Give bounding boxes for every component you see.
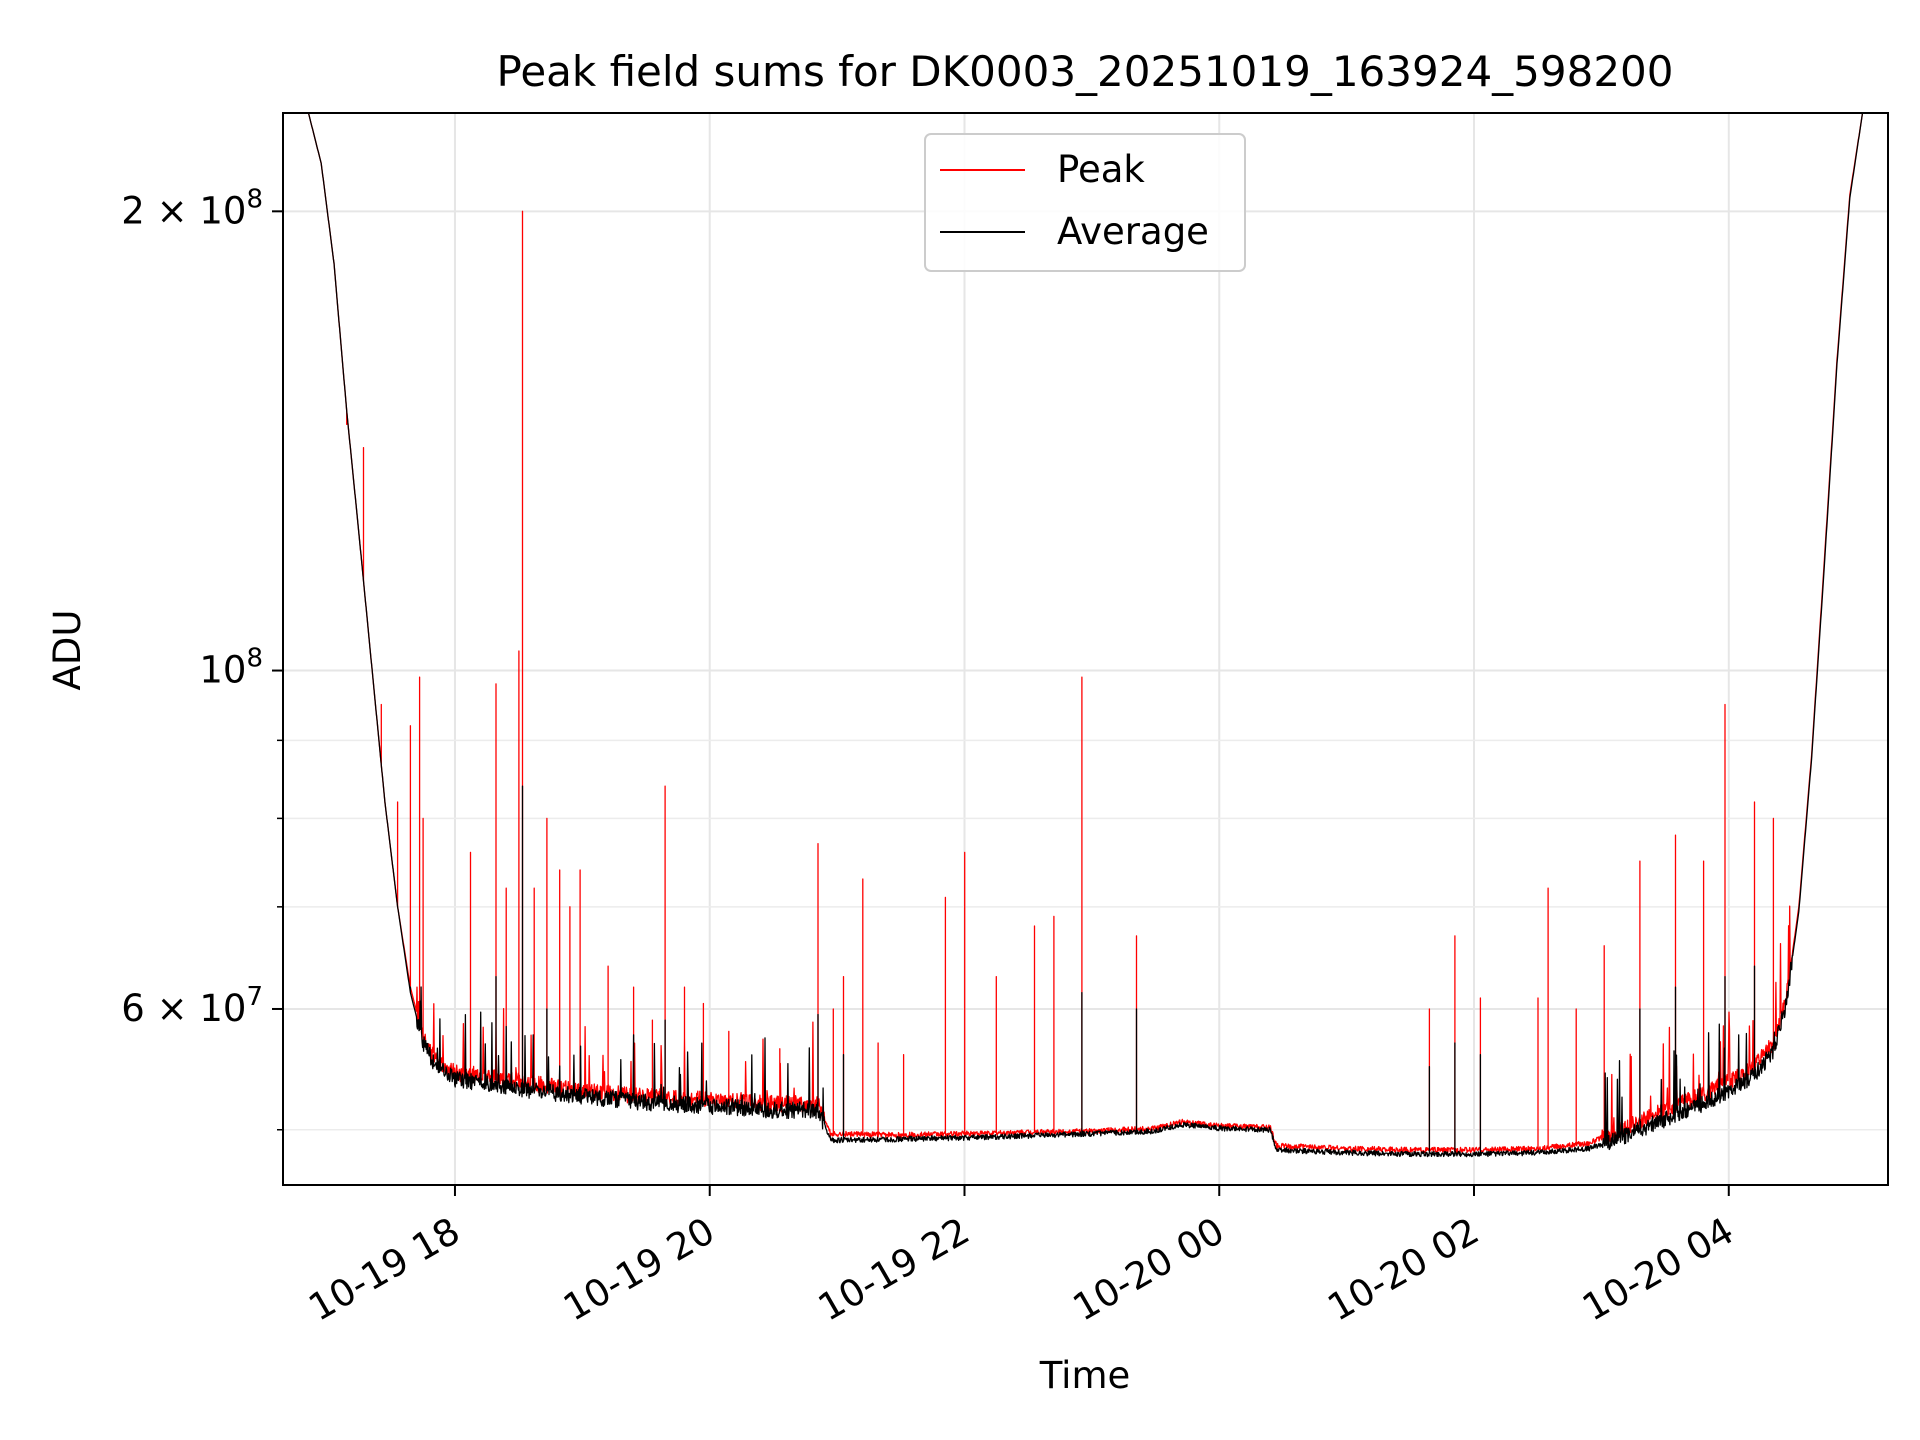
chart-title: Peak field sums for DK0003_20251019_1639… (496, 47, 1673, 96)
legend: Peak Average (924, 133, 1246, 272)
y-axis-label: ADU (46, 610, 89, 691)
plot-frame (282, 112, 1889, 1186)
y-tick-label: 108 (199, 644, 263, 692)
y-tick-label: 6 × 107 (121, 982, 263, 1030)
series-group (283, 113, 1888, 1158)
series-line-average (283, 113, 1888, 1158)
x-axis-label: Time (1039, 1354, 1131, 1397)
legend-label-peak: Peak (1057, 148, 1145, 191)
legend-label-average: Average (1057, 210, 1209, 253)
y-tick-label: 2 × 108 (121, 184, 263, 232)
legend-box (924, 133, 1246, 272)
